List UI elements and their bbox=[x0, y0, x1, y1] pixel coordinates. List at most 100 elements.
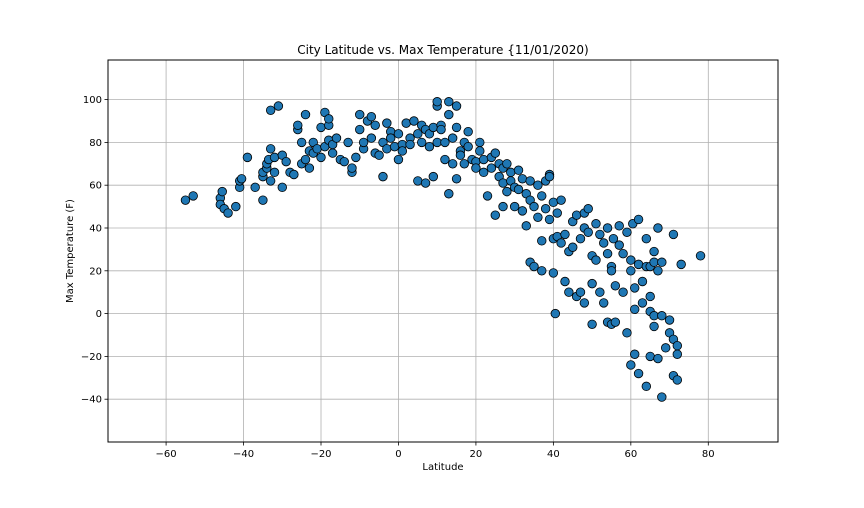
x-tick-label: 20 bbox=[470, 449, 483, 460]
data-point bbox=[649, 311, 659, 321]
data-point bbox=[347, 163, 357, 173]
data-point bbox=[498, 178, 508, 188]
data-point bbox=[657, 311, 667, 321]
data-point bbox=[444, 109, 454, 120]
data-point bbox=[401, 118, 411, 128]
data-point bbox=[475, 146, 485, 156]
data-point bbox=[389, 141, 400, 152]
data-point bbox=[420, 178, 431, 188]
data-point bbox=[265, 105, 276, 115]
data-point bbox=[618, 287, 628, 297]
data-point bbox=[316, 122, 326, 133]
data-point bbox=[529, 201, 539, 212]
data-point bbox=[502, 186, 512, 197]
data-point bbox=[242, 152, 253, 163]
plot-frame bbox=[107, 59, 779, 443]
data-point bbox=[517, 206, 528, 216]
data-point bbox=[583, 227, 593, 237]
data-point bbox=[482, 191, 493, 201]
data-point bbox=[312, 144, 322, 154]
data-point bbox=[300, 154, 311, 165]
data-point bbox=[273, 101, 284, 111]
data-point bbox=[513, 184, 524, 195]
data-point bbox=[498, 201, 508, 212]
data-point bbox=[544, 171, 555, 182]
data-point bbox=[393, 129, 404, 139]
data-point bbox=[637, 298, 648, 308]
data-point bbox=[575, 233, 586, 244]
x-tick-label: 80 bbox=[702, 449, 715, 460]
data-point bbox=[626, 266, 636, 276]
data-point bbox=[544, 214, 555, 225]
data-point bbox=[622, 227, 632, 237]
data-point bbox=[517, 174, 528, 184]
y-tick-label: 40 bbox=[89, 223, 102, 234]
data-point bbox=[478, 167, 489, 178]
data-point bbox=[587, 319, 597, 329]
data-point bbox=[641, 233, 652, 244]
grid bbox=[108, 60, 778, 442]
data-point bbox=[351, 152, 361, 163]
data-point bbox=[502, 159, 512, 169]
data-point bbox=[277, 182, 287, 193]
data-point bbox=[695, 251, 706, 261]
data-point bbox=[339, 156, 349, 167]
y-tick-label: 20 bbox=[89, 266, 102, 277]
data-point bbox=[637, 276, 648, 287]
data-point bbox=[649, 321, 659, 332]
data-point bbox=[653, 223, 663, 233]
data-point bbox=[382, 118, 392, 128]
data-point bbox=[269, 167, 280, 178]
chart-title: City Latitude vs. Max Temperature {11/01… bbox=[297, 43, 588, 57]
data-point bbox=[444, 97, 454, 107]
data-point bbox=[630, 304, 640, 315]
data-point bbox=[633, 368, 644, 379]
data-point bbox=[556, 195, 566, 205]
data-point bbox=[533, 180, 543, 190]
x-tick-label: −20 bbox=[310, 449, 331, 460]
data-point bbox=[463, 141, 473, 152]
data-point bbox=[231, 201, 241, 212]
data-point bbox=[428, 122, 439, 133]
data-points bbox=[180, 97, 706, 402]
data-point bbox=[672, 340, 683, 351]
data-point bbox=[521, 221, 531, 231]
data-point bbox=[599, 298, 609, 308]
data-point bbox=[378, 171, 388, 182]
data-point bbox=[413, 129, 423, 139]
y-tick-label: −20 bbox=[81, 352, 102, 363]
y-tick-label: 60 bbox=[89, 181, 102, 192]
data-point bbox=[672, 375, 683, 385]
y-tick-label: 100 bbox=[83, 95, 102, 106]
data-point bbox=[447, 159, 458, 169]
data-point bbox=[436, 124, 446, 135]
data-point bbox=[583, 204, 593, 214]
data-point bbox=[579, 298, 590, 308]
data-point bbox=[324, 114, 334, 124]
data-point bbox=[575, 287, 586, 297]
data-point bbox=[355, 124, 365, 135]
data-point bbox=[653, 266, 663, 276]
data-point bbox=[300, 109, 311, 120]
data-point bbox=[355, 109, 365, 120]
data-point bbox=[548, 268, 559, 278]
data-point bbox=[180, 195, 191, 205]
data-point bbox=[525, 176, 535, 186]
data-point bbox=[236, 174, 247, 184]
data-point bbox=[397, 146, 408, 156]
data-point bbox=[386, 133, 396, 143]
data-point bbox=[552, 208, 562, 218]
data-point bbox=[471, 163, 481, 173]
x-tick-label: −60 bbox=[156, 449, 177, 460]
data-point bbox=[451, 174, 462, 184]
data-point bbox=[537, 236, 547, 246]
x-axis-label: Latitude bbox=[422, 462, 463, 473]
y-tick-label: 80 bbox=[89, 138, 102, 149]
data-point bbox=[614, 221, 624, 231]
data-point bbox=[602, 248, 613, 259]
data-point bbox=[343, 137, 353, 148]
data-point bbox=[571, 210, 582, 220]
data-point bbox=[664, 315, 675, 325]
data-point bbox=[440, 137, 450, 148]
data-point bbox=[587, 278, 597, 289]
